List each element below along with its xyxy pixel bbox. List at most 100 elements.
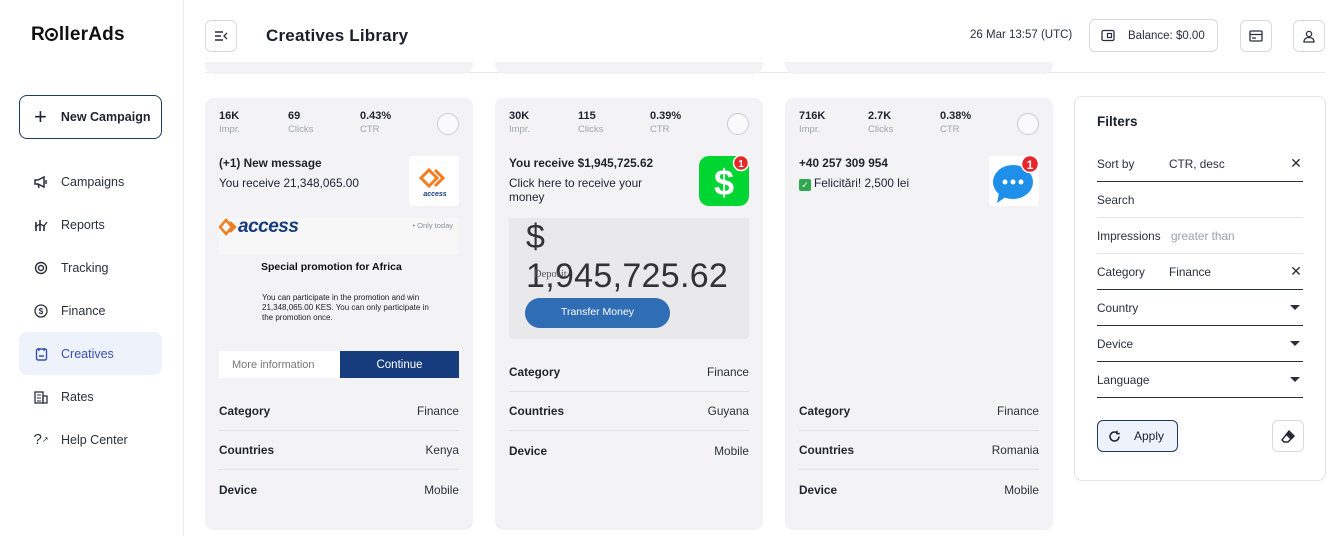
- help-icon: ? ↗: [33, 431, 49, 448]
- sort-by-value: CTR, desc: [1169, 156, 1225, 171]
- apply-filters-button[interactable]: Apply: [1097, 420, 1178, 452]
- megaphone-icon: [33, 174, 49, 190]
- banner-body: [219, 254, 459, 354]
- clicks-stat: 2.7K Clicks: [868, 110, 894, 135]
- sidebar-item-help-center[interactable]: ? ↗ Help Center: [19, 418, 162, 461]
- sidebar-item-creatives[interactable]: Creatives: [19, 332, 162, 375]
- category-field[interactable]: Category Finance ✕: [1097, 254, 1303, 290]
- check-mark-icon: ✓: [799, 179, 811, 191]
- filters-panel: Filters Sort by CTR, desc ✕ Search Impre…: [1074, 96, 1326, 481]
- sidebar-item-label: Rates: [61, 389, 94, 404]
- creative-description: Click here to receive your money: [509, 176, 643, 205]
- user-icon: [1303, 30, 1315, 43]
- ctr-stat: 0.39% CTR: [650, 110, 682, 135]
- reset-filters-button[interactable]: [1272, 420, 1304, 452]
- only-today-tag: • Only today: [412, 221, 453, 230]
- device-label: Device: [1097, 336, 1134, 351]
- creatives-icon: [33, 346, 49, 362]
- impressions-placeholder: greater than: [1171, 228, 1235, 243]
- profile-button[interactable]: [1293, 20, 1325, 52]
- meta-row-device: Device Mobile: [799, 482, 1039, 497]
- select-creative-radio[interactable]: [437, 113, 459, 135]
- sidebar-item-rates[interactable]: Rates: [19, 375, 162, 418]
- creative-banner: $ 1,945,725.62 Deposit Transfer Money: [509, 218, 749, 339]
- banner-header: [219, 218, 459, 254]
- page-title: Creatives Library: [266, 26, 409, 45]
- search-label: Search: [1097, 192, 1135, 207]
- language-label: Language: [1097, 372, 1150, 387]
- sidebar-item-label: Creatives: [61, 346, 114, 361]
- creative-card[interactable]: 716K Impr. 2.7K Clicks 0.38% CTR +40 257 30…: [785, 98, 1053, 530]
- creative-description: You receive 21,348,065.00: [219, 176, 359, 190]
- svg-text:1: 1: [1027, 158, 1034, 172]
- impressions-stat: 716K Impr.: [799, 110, 826, 135]
- apply-label: Apply: [1134, 429, 1165, 443]
- chevron-down-icon: [1290, 305, 1300, 310]
- continue-banner-button: Continue: [340, 351, 459, 378]
- device-select[interactable]: Device: [1097, 326, 1303, 362]
- messenger-icon: 1: [989, 154, 1040, 206]
- new-campaign-button[interactable]: + New Campaign: [19, 95, 162, 139]
- access-mark-icon: [219, 218, 237, 236]
- chevron-down-icon: [1290, 341, 1300, 346]
- ctr-stat: 0.38% CTR: [940, 110, 972, 135]
- promotion-heading: Special promotion for Africa: [261, 261, 402, 273]
- sidebar-item-label: Help Center: [61, 432, 128, 447]
- svg-text:$: $: [39, 307, 44, 316]
- collapse-menu-button[interactable]: [205, 20, 237, 52]
- creative-card[interactable]: 30K Impr. 115 Clicks 0.39% CTR You receive …: [495, 98, 763, 530]
- balance-label: Balance: $0.00: [1128, 29, 1205, 42]
- top-header: Creatives Library 26 Mar 13:57 (UTC) Bal…: [184, 0, 1335, 72]
- collapse-menu-icon: [215, 31, 228, 41]
- wallet-icon: [1101, 29, 1115, 42]
- access-logo-icon: access: [409, 156, 459, 206]
- meta-row-countries: Countries Guyana: [509, 392, 749, 431]
- impressions-stat: 30K Impr.: [509, 110, 531, 135]
- sidebar-item-finance[interactable]: $ Finance: [19, 289, 162, 332]
- header-divider: [205, 72, 1325, 73]
- billing-button[interactable]: [1240, 20, 1272, 52]
- deposit-label: Deposit: [534, 269, 567, 280]
- deposit-amount: $ 1,945,725.62: [526, 218, 729, 295]
- impressions-label: Impressions: [1097, 228, 1161, 243]
- country-select[interactable]: Country: [1097, 290, 1303, 326]
- language-select[interactable]: Language: [1097, 362, 1303, 398]
- creative-description: ✓ Felicitări! 2,500 lei: [799, 176, 969, 191]
- impressions-field[interactable]: Impressions greater than: [1097, 218, 1303, 254]
- new-campaign-label: New Campaign: [60, 110, 151, 124]
- creative-banner: access • Only today Special promotion fo…: [219, 218, 459, 378]
- ctr-stat: 0.43% CTR: [360, 110, 392, 135]
- card-strip-prev: [205, 62, 473, 74]
- category-value: Finance: [1169, 264, 1211, 279]
- card-icon: [1249, 30, 1263, 42]
- select-creative-radio[interactable]: [1017, 113, 1039, 135]
- svg-text:1: 1: [738, 159, 744, 170]
- balance-button[interactable]: Balance: $0.00: [1089, 19, 1218, 52]
- creative-stats: 30K Impr. 115 Clicks 0.39% CTR: [509, 110, 749, 138]
- clear-category-icon[interactable]: ✕: [1290, 263, 1302, 279]
- meta-row-device: Device Mobile: [509, 443, 749, 458]
- sidebar-item-label: Tracking: [61, 260, 109, 275]
- sidebar-item-reports[interactable]: Reports: [19, 203, 162, 246]
- select-creative-radio[interactable]: [727, 113, 749, 135]
- creative-meta: Category Finance Countries Guyana Device Mo…: [509, 353, 749, 470]
- sidebar-item-tracking[interactable]: Tracking: [19, 246, 162, 289]
- card-strip-prev: [495, 62, 763, 74]
- creative-stats: 16K Impr. 69 Clicks 0.43% CTR: [219, 110, 459, 138]
- building-icon: [33, 389, 49, 405]
- meta-row-countries: Countries Romania: [799, 431, 1039, 470]
- sort-by-field[interactable]: Sort by CTR, desc ✕: [1097, 146, 1303, 182]
- creative-card[interactable]: 16K Impr. 69 Clicks 0.43% CTR (+1) New mess…: [205, 98, 473, 530]
- clear-sort-icon[interactable]: ✕: [1290, 155, 1302, 171]
- logo-ring-icon: [45, 28, 59, 41]
- sidebar-item-campaigns[interactable]: Campaigns: [19, 160, 162, 203]
- meta-row-category: Category Finance: [219, 392, 459, 431]
- dollar-icon: $: [33, 303, 49, 319]
- sidebar-item-label: Finance: [61, 303, 106, 318]
- search-field[interactable]: Search: [1097, 182, 1303, 218]
- creative-title: You receive $1,945,725.62: [509, 156, 654, 170]
- sort-by-label: Sort by: [1097, 156, 1135, 171]
